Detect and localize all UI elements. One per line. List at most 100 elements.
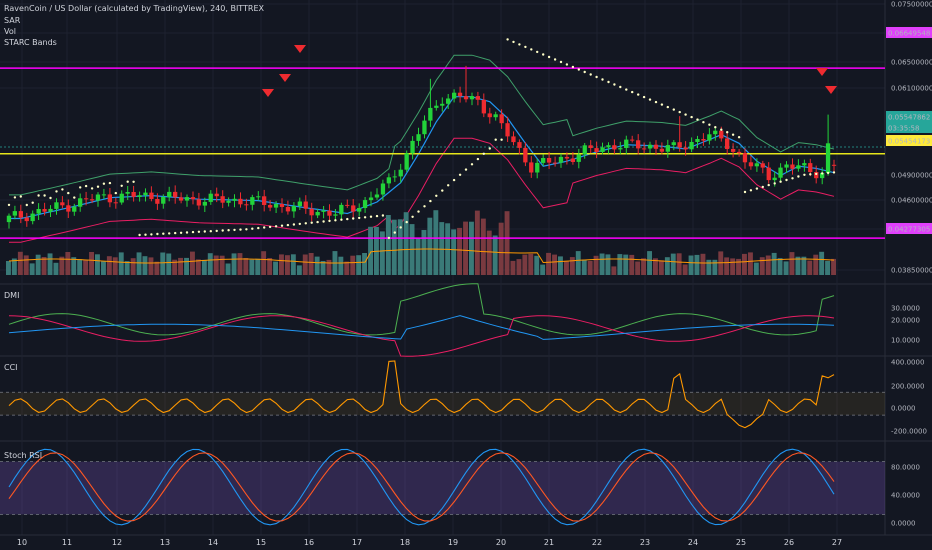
- time-axis-label: 20: [496, 538, 506, 547]
- sar-dot: [96, 185, 100, 188]
- sar-dot: [429, 199, 432, 203]
- candle-body: [446, 98, 451, 104]
- volume-bar: [433, 210, 439, 275]
- sar-dot: [162, 232, 165, 235]
- candle-body: [143, 192, 148, 196]
- candle-body: [72, 206, 77, 212]
- volume-bar: [213, 255, 219, 275]
- volume-bar: [350, 255, 356, 275]
- sar-dot: [399, 226, 402, 229]
- sar-dot: [761, 185, 764, 189]
- volume-bar: [463, 221, 468, 275]
- candle-body: [279, 204, 285, 207]
- sar-dot: [405, 220, 408, 224]
- candle-body: [333, 214, 338, 216]
- sar-dot: [642, 95, 646, 99]
- volume-bar: [765, 255, 771, 275]
- volume-bar: [53, 262, 59, 275]
- candle-body: [196, 199, 201, 206]
- candle-body: [475, 96, 480, 100]
- volume-bar: [694, 254, 700, 275]
- sar-dot: [298, 222, 301, 226]
- volume-bar: [546, 252, 551, 275]
- volume-bar: [451, 229, 457, 275]
- candle-body: [244, 204, 249, 206]
- sar-dot: [7, 203, 11, 207]
- sar-dot: [328, 219, 331, 223]
- price-tag-label: 03:35:58: [888, 125, 919, 133]
- candle-body: [440, 103, 445, 106]
- sar-dot: [381, 214, 385, 217]
- sar-dot: [476, 157, 480, 161]
- candle-body: [232, 198, 237, 201]
- candle-body: [641, 148, 647, 150]
- price-tag-label: 0.04277305: [888, 226, 930, 234]
- sar-dot: [708, 123, 711, 126]
- volume-bar: [504, 211, 510, 275]
- volume-bar: [118, 252, 124, 275]
- sar-dot: [67, 191, 70, 195]
- sar-dot: [245, 228, 248, 231]
- volume-bar: [700, 253, 706, 275]
- volume-bar: [59, 256, 65, 275]
- volume-bar: [112, 257, 118, 275]
- candle-body: [695, 139, 700, 142]
- volume-bar: [41, 257, 47, 275]
- candle-body: [422, 120, 427, 135]
- volume-bar: [682, 264, 688, 275]
- volume-bar: [498, 222, 504, 275]
- price-tick-label: 0.07500000: [891, 1, 932, 9]
- candle-body: [262, 196, 267, 205]
- stoch-tick-label: 0.0000: [891, 520, 916, 528]
- volume-bar: [101, 261, 106, 275]
- starc-bands: [9, 54, 835, 243]
- candle-body: [368, 197, 374, 201]
- volume-bar: [344, 261, 350, 275]
- volume-bar: [207, 253, 213, 275]
- candle-body: [505, 123, 510, 137]
- candle-body: [392, 176, 397, 178]
- sar-dot: [452, 178, 456, 182]
- time-axis-label: 21: [544, 538, 554, 547]
- volume-bar: [635, 261, 641, 275]
- volume-bar: [688, 255, 694, 275]
- sar-dot: [274, 225, 278, 228]
- sar-dot: [292, 223, 296, 226]
- volume-bar: [385, 215, 391, 275]
- sar-dot: [185, 231, 189, 234]
- candle-body: [113, 202, 118, 204]
- cci-tick-label: 200.0000: [891, 383, 924, 391]
- sar-dot: [815, 172, 818, 176]
- volume-bar: [647, 251, 652, 275]
- sar-dot: [464, 168, 468, 171]
- cci-tick-label: 400.0000: [891, 359, 924, 367]
- cci-tick-label: -200.0000: [891, 428, 927, 436]
- volume-bar: [219, 255, 225, 275]
- price-tick-label: 0.04900000: [891, 172, 932, 180]
- sar-dot: [589, 73, 592, 76]
- candle-body: [24, 217, 29, 222]
- cci-pane: [0, 360, 885, 429]
- candle-body: [137, 195, 142, 197]
- volume-bar: [166, 253, 172, 275]
- candle-body: [624, 139, 629, 148]
- sar-dots: [7, 38, 836, 240]
- study-label: Vol: [4, 27, 16, 36]
- sar-dot: [826, 171, 830, 175]
- time-axis-label: 24: [688, 538, 698, 547]
- candle-body: [339, 204, 344, 215]
- sar-dot: [791, 177, 794, 180]
- volume-bar: [825, 260, 830, 275]
- volume-bar: [421, 230, 427, 275]
- stoch-title: Stoch RSI: [4, 451, 42, 460]
- candle-body: [647, 144, 653, 149]
- dmi-tick-label: 30.0000: [891, 305, 920, 313]
- candle-body: [89, 199, 95, 201]
- candle-body: [677, 142, 682, 148]
- sell-signal-icon: [816, 68, 828, 76]
- volume-bar: [255, 258, 261, 275]
- sar-dot: [73, 196, 76, 199]
- candle-body: [630, 139, 635, 141]
- sar-dot: [156, 232, 159, 236]
- volume-bar: [748, 252, 753, 275]
